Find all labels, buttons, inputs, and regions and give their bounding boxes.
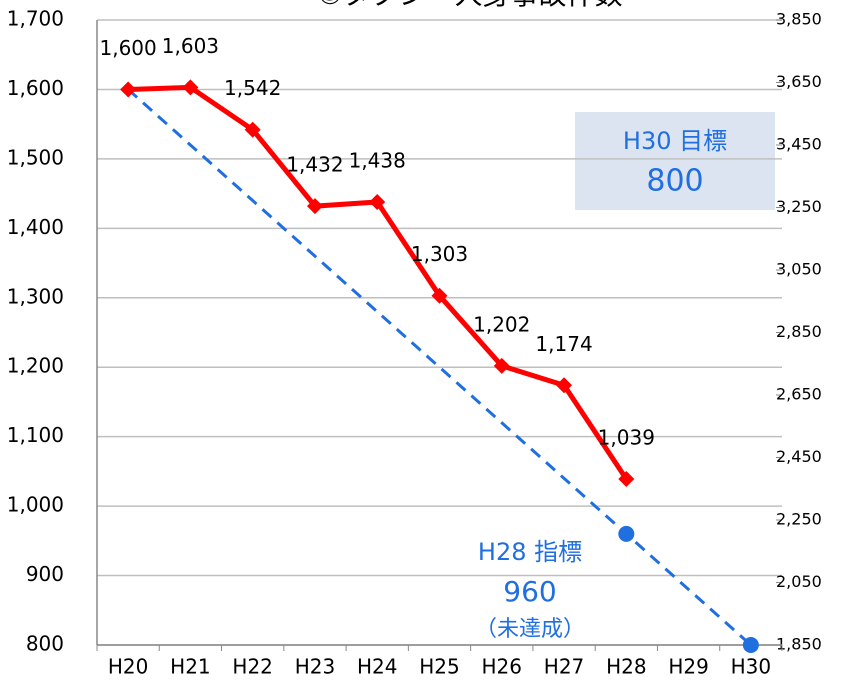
target-box <box>575 112 775 210</box>
marker <box>618 525 635 542</box>
y-tick-label: 1,400 <box>7 215 64 239</box>
y-tick-label: 1,100 <box>7 423 64 447</box>
y-tick-label: 800 <box>26 632 64 656</box>
y2-tick-label: 3,850 <box>776 10 822 29</box>
annotation: （未達成） <box>475 617 585 642</box>
data-label: 1,603 <box>162 34 219 58</box>
y-tick-label: 1,300 <box>7 284 64 308</box>
data-label: 1,039 <box>598 426 655 450</box>
x-tick-label: H21 <box>170 655 211 679</box>
x-tick-label: H26 <box>482 655 523 679</box>
x-tick-label: H30 <box>731 655 772 679</box>
y-tick-label: 1,700 <box>7 7 64 31</box>
y2-tick-label: 2,850 <box>776 322 822 341</box>
data-label: 1,600 <box>100 36 157 60</box>
marker <box>742 637 759 653</box>
y-tick-label: 1,000 <box>7 493 64 517</box>
y2-tick-label: 2,050 <box>776 572 822 591</box>
x-tick-label: H22 <box>232 655 273 679</box>
y2-tick-label: 3,650 <box>776 72 822 91</box>
data-label: 1,438 <box>349 148 406 172</box>
y2-tick-label: 3,250 <box>776 197 822 216</box>
marker <box>431 287 448 304</box>
chart-title: ③タクシー人身事故件数 <box>317 0 622 11</box>
annotation: H30 目標 <box>623 127 727 155</box>
annotation: 800 <box>646 164 703 199</box>
marker <box>306 198 323 215</box>
data-label: 1,542 <box>224 76 281 100</box>
y-tick-label: 1,600 <box>7 76 64 100</box>
y2-tick-label: 1,850 <box>776 635 822 654</box>
y2-tick-label: 2,650 <box>776 385 822 404</box>
data-label: 1,432 <box>286 153 343 177</box>
marker <box>556 377 573 394</box>
x-tick-label: H28 <box>606 655 647 679</box>
data-label: 1,202 <box>473 312 530 336</box>
y2-tick-label: 2,450 <box>776 447 822 466</box>
y2-tick-label: 3,450 <box>776 135 822 154</box>
marker <box>493 357 510 374</box>
x-tick-label: H27 <box>544 655 585 679</box>
data-label: 1,174 <box>535 332 592 356</box>
data-label: 1,303 <box>411 242 468 266</box>
marker <box>369 193 386 210</box>
x-tick-label: H24 <box>357 655 398 679</box>
x-tick-label: H29 <box>668 655 709 679</box>
annotation: 960 <box>503 575 556 608</box>
y2-tick-label: 2,250 <box>776 510 822 529</box>
y2-tick-label: 3,050 <box>776 260 822 279</box>
marker <box>120 81 137 98</box>
x-tick-label: H25 <box>419 655 460 679</box>
x-tick-label: H20 <box>108 655 149 679</box>
series-line <box>128 84 629 481</box>
marker <box>182 79 199 96</box>
y-tick-label: 900 <box>26 562 64 586</box>
annotation: H28 指標 <box>478 538 582 566</box>
y-tick-label: 1,500 <box>7 145 64 169</box>
x-tick-label: H23 <box>295 655 336 679</box>
y-tick-label: 1,200 <box>7 354 64 378</box>
marker <box>244 121 261 138</box>
marker <box>618 471 635 488</box>
